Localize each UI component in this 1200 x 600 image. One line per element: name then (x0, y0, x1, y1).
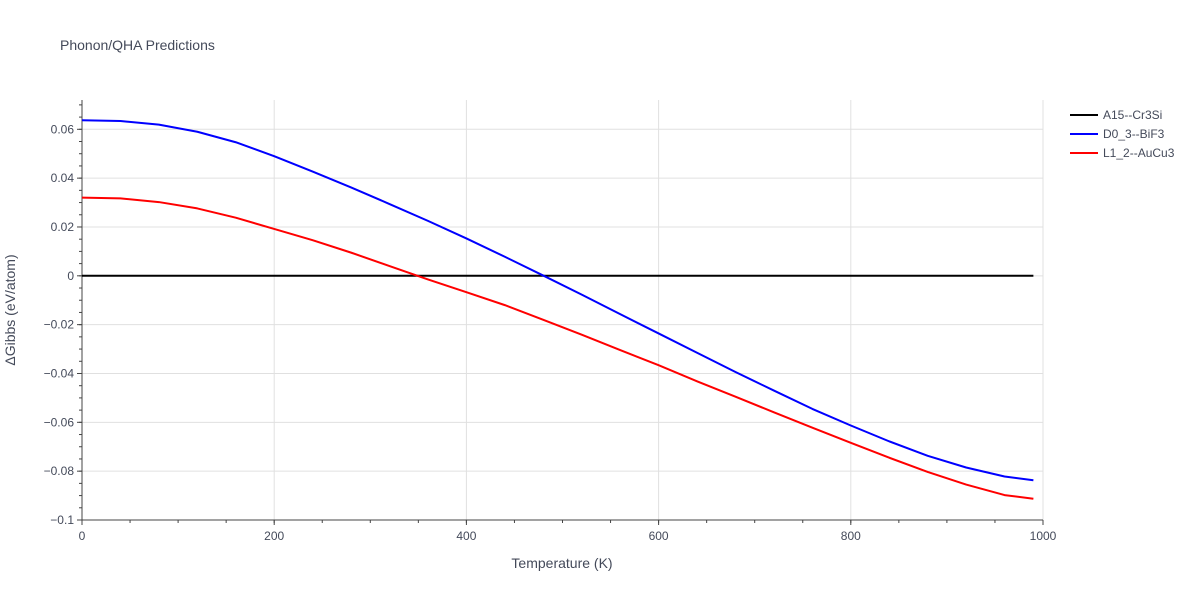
y-tick-label: −0.1 (50, 513, 74, 527)
x-tick-label: 800 (841, 529, 861, 543)
axes-layer (77, 100, 1044, 525)
y-tick-label: −0.06 (44, 415, 75, 429)
grid-layer (82, 100, 1044, 520)
y-tick-label: 0.06 (51, 122, 75, 136)
y-tick-label: 0 (67, 269, 74, 283)
chart-title: Phonon/QHA Predictions (60, 37, 215, 53)
legend-label-0: A15--Cr3Si (1103, 108, 1162, 122)
x-tick-label: 1000 (1030, 529, 1057, 543)
legend: A15--Cr3Si D0_3--BiF3 L1_2--AuCu3 (1070, 108, 1175, 160)
y-tick-label: −0.04 (44, 366, 75, 380)
y-axis-title: ΔGibbs (eV/atom) (2, 254, 18, 365)
tick-layer: −0.1 −0.08 −0.06 −0.04 −0.02 0 0.02 0.04 0.06 0 20… (44, 122, 1057, 543)
series-line-1 (81, 119, 1034, 482)
series-layer (81, 119, 1034, 500)
y-tick-label: 0.02 (51, 220, 75, 234)
legend-label-2: L1_2--AuCu3 (1103, 146, 1175, 160)
y-tick-label: −0.02 (44, 318, 75, 332)
x-tick-label: 200 (264, 529, 284, 543)
y-tick-label: −0.08 (44, 464, 75, 478)
y-tick-label: 0.04 (51, 171, 75, 185)
series-line-2 (81, 196, 1034, 500)
x-axis-title: Temperature (K) (511, 555, 612, 571)
legend-label-1: D0_3--BiF3 (1103, 127, 1165, 141)
x-tick-label: 0 (79, 529, 86, 543)
x-tick-label: 600 (649, 529, 669, 543)
x-tick-label: 400 (456, 529, 476, 543)
